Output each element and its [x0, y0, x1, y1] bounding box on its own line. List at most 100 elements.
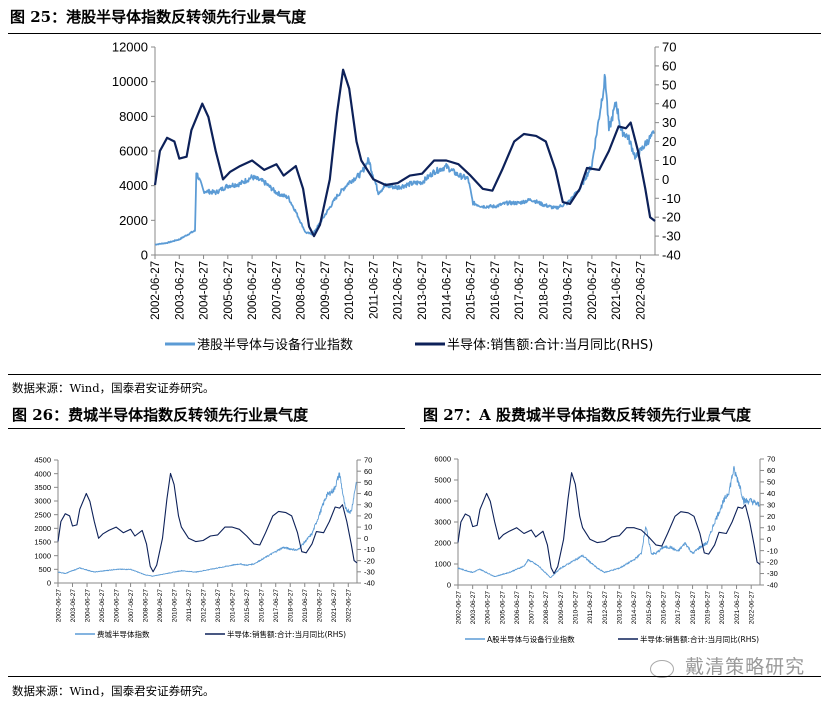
- y-tick-label-right: 70: [767, 455, 775, 464]
- y-tick-label-right: 0: [767, 535, 771, 544]
- y-tick-label-left: 2500: [34, 510, 51, 519]
- wechat-icon: [650, 659, 674, 678]
- y-tick-label-right: -10: [364, 545, 375, 554]
- y-tick-label-right: -30: [767, 569, 778, 578]
- x-tick-label: 2021-06-27: [734, 591, 741, 625]
- x-tick-label: 2013-06-27: [215, 589, 222, 623]
- legend-label: A股半导体与设备行业指数: [487, 634, 575, 644]
- y-tick-label-right: -20: [767, 558, 778, 567]
- x-tick-label: 2012-06-27: [200, 589, 207, 623]
- yoy-series-line: [153, 68, 656, 238]
- x-tick-label: 2018-06-27: [288, 589, 295, 623]
- y-tick-label-right: 10: [364, 523, 372, 532]
- y-tick-label-right: 0: [364, 534, 368, 543]
- y-tick-label-right: -10: [767, 546, 778, 555]
- divider: [8, 374, 821, 375]
- y-tick-label-right: -40: [364, 579, 375, 588]
- y-tick-label-left: 0: [47, 579, 51, 588]
- x-tick-label: 2010-06-27: [171, 589, 178, 623]
- y-tick-label-right: 10: [662, 153, 676, 168]
- yoy-series-line: [457, 472, 761, 575]
- y-tick-label-left: 6000: [434, 455, 451, 464]
- y-tick-label-right: 50: [662, 77, 676, 92]
- y-tick-label-left: 1000: [434, 560, 451, 569]
- x-tick-label: 2004-06-27: [199, 261, 211, 320]
- x-tick-label: 2008-06-27: [296, 261, 308, 320]
- x-tick-label: 2021-06-27: [611, 261, 623, 320]
- y-tick-label-left: 4000: [119, 178, 148, 193]
- y-tick-label-left: 4000: [434, 497, 451, 506]
- y-tick-label-left: 5000: [434, 476, 451, 485]
- y-tick-label-left: 3000: [434, 518, 451, 527]
- x-tick-label: 2020-06-27: [587, 261, 599, 320]
- x-tick-label: 2005-06-27: [99, 589, 106, 623]
- y-tick-label-right: 40: [662, 96, 676, 111]
- y-tick-label-right: 20: [767, 512, 775, 521]
- y-tick-label-right: 30: [662, 115, 676, 130]
- y-tick-label-left: 1000: [34, 551, 51, 560]
- x-tick-label: 2016-06-27: [661, 591, 668, 625]
- legend-label: 半导体:销售额:合计:当月同比(RHS): [640, 634, 759, 644]
- x-tick-label: 2003-06-27: [470, 591, 477, 625]
- x-tick-label: 2009-06-27: [558, 591, 565, 625]
- watermark: 戴清策略研究: [650, 652, 805, 679]
- figure-26-title: 图 26：费城半导体指数反转领先行业景气度: [12, 406, 309, 424]
- x-tick-label: 2009-06-27: [320, 261, 332, 320]
- figure-27-title: 图 27：A 股费城半导体指数反转领先行业景气度: [423, 406, 751, 424]
- y-tick-label-left: 1500: [34, 538, 51, 547]
- x-tick-label: 2015-06-27: [244, 589, 251, 623]
- y-tick-label-right: 50: [767, 478, 775, 487]
- source-note: 数据来源：Wind，国泰君安证券研究。: [12, 684, 215, 698]
- y-tick-label-right: 60: [767, 466, 775, 475]
- y-tick-label-right: -20: [364, 556, 375, 565]
- y-tick-label-right: -30: [364, 567, 375, 576]
- x-tick-label: 2016-06-27: [258, 589, 265, 623]
- y-tick-label-right: 30: [767, 500, 775, 509]
- legend-label: 半导体:销售额:合计:当月同比(RHS): [447, 337, 653, 353]
- yoy-series-line: [57, 472, 358, 573]
- x-tick-label: 2012-06-27: [393, 261, 405, 320]
- x-tick-label: 2006-06-27: [247, 261, 259, 320]
- y-tick-label-right: 0: [662, 172, 669, 187]
- y-tick-label-right: 10: [767, 523, 775, 532]
- source-note: 数据来源：Wind，国泰君安证券研究。: [12, 381, 215, 395]
- x-tick-label: 2020-06-27: [719, 591, 726, 625]
- x-tick-label: 2019-06-27: [563, 261, 575, 320]
- x-tick-label: 2015-06-27: [646, 591, 653, 625]
- y-tick-label-left: 2000: [34, 524, 51, 533]
- x-tick-label: 2007-06-27: [529, 591, 536, 625]
- x-tick-label: 2019-06-27: [704, 591, 711, 625]
- x-tick-label: 2014-06-27: [441, 261, 453, 320]
- x-tick-label: 2014-06-27: [631, 591, 638, 625]
- x-tick-label: 2004-06-27: [84, 589, 91, 623]
- y-tick-label-left: 2000: [434, 539, 451, 548]
- x-tick-label: 2013-06-27: [417, 261, 429, 320]
- x-tick-label: 2010-06-27: [344, 261, 356, 320]
- divider: [8, 676, 821, 677]
- x-tick-label: 2022-06-27: [635, 261, 647, 320]
- y-tick-label-right: 50: [364, 478, 372, 487]
- x-tick-label: 2009-06-27: [157, 589, 164, 623]
- x-tick-label: 2018-06-27: [538, 261, 550, 320]
- x-tick-label: 2002-06-27: [55, 589, 62, 623]
- y-tick-label-right: 60: [662, 58, 676, 73]
- x-tick-label: 2003-06-27: [70, 589, 77, 623]
- x-tick-label: 2008-06-27: [543, 591, 550, 625]
- x-tick-label: 2022-06-27: [346, 589, 353, 623]
- y-tick-label-right: -40: [767, 581, 778, 590]
- y-tick-label-right: -30: [662, 229, 681, 244]
- y-tick-label-left: 4500: [34, 456, 51, 465]
- legend-label: 半导体:销售额:合计:当月同比(RHS): [227, 629, 346, 639]
- y-tick-label-left: 3500: [34, 483, 51, 492]
- x-tick-label: 2010-06-27: [573, 591, 580, 625]
- index-series-line: [57, 472, 357, 577]
- x-tick-label: 2017-06-27: [273, 589, 280, 623]
- y-tick-label-right: 70: [662, 40, 676, 55]
- x-tick-label: 2011-06-27: [368, 261, 380, 319]
- y-tick-label-right: 30: [364, 500, 372, 509]
- x-tick-label: 2006-06-27: [113, 589, 120, 623]
- x-tick-label: 2003-06-27: [174, 261, 186, 320]
